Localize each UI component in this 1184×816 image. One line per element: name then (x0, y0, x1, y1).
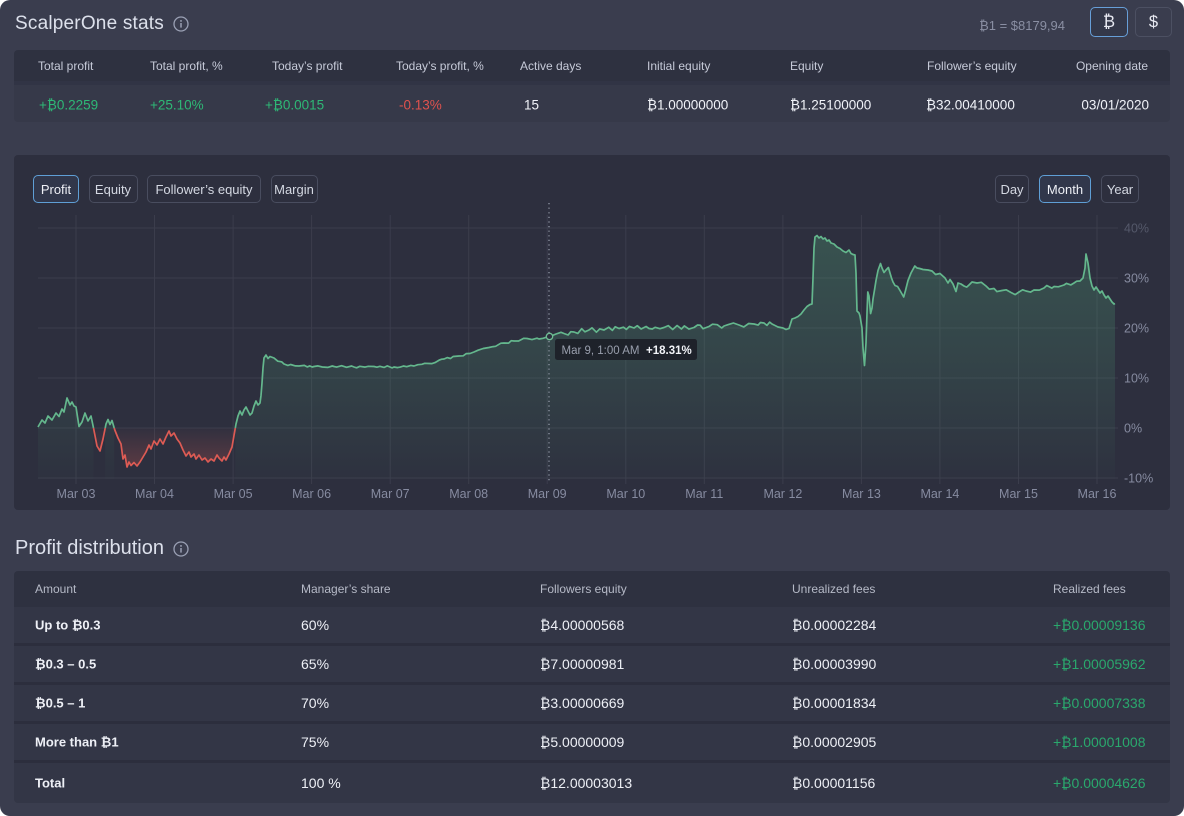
svg-text:Mar 09: Mar 09 (528, 487, 567, 501)
svg-text:Mar 13: Mar 13 (842, 487, 881, 501)
svg-text:Mar 10: Mar 10 (606, 487, 645, 501)
svg-text:Mar 03: Mar 03 (57, 487, 96, 501)
svg-text:+18.31%: +18.31% (646, 345, 692, 357)
svg-text:-10%: -10% (1124, 472, 1153, 486)
svg-text:Mar 14: Mar 14 (920, 487, 959, 501)
svg-text:10%: 10% (1124, 372, 1149, 386)
svg-text:Mar 15: Mar 15 (999, 487, 1038, 501)
svg-text:0%: 0% (1124, 422, 1142, 436)
svg-text:Mar 04: Mar 04 (135, 487, 174, 501)
svg-text:Mar 16: Mar 16 (1078, 487, 1117, 501)
svg-text:Mar 05: Mar 05 (214, 487, 253, 501)
svg-text:30%: 30% (1124, 272, 1149, 286)
svg-text:Mar 9, 1:00 AM: Mar 9, 1:00 AM (562, 345, 640, 357)
svg-text:Mar 12: Mar 12 (763, 487, 802, 501)
svg-text:20%: 20% (1124, 322, 1149, 336)
svg-text:Mar 06: Mar 06 (292, 487, 331, 501)
svg-text:Mar 08: Mar 08 (449, 487, 488, 501)
svg-text:Mar 07: Mar 07 (371, 487, 410, 501)
svg-text:40%: 40% (1124, 222, 1149, 236)
svg-text:Mar 11: Mar 11 (685, 487, 723, 501)
